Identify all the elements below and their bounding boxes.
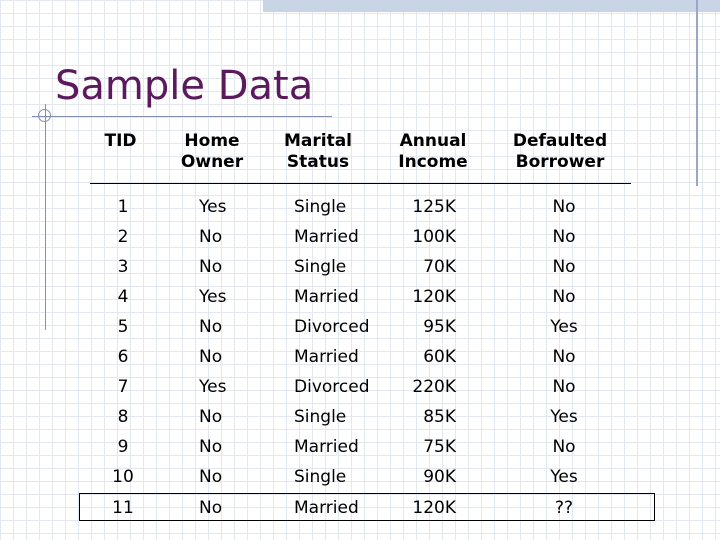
cell-tid: 5 <box>117 317 129 337</box>
cell-annual-income: 120K <box>412 287 456 307</box>
cell-marital-status: Married <box>294 287 359 307</box>
header-annual-income: Annual Income <box>393 131 473 173</box>
top-accent-band <box>263 0 720 12</box>
cell-annual-income: 120K <box>412 498 456 518</box>
query-row-outline <box>79 493 655 521</box>
header-home-owner-line2: Owner <box>180 152 244 172</box>
cell-tid: 11 <box>112 498 134 518</box>
cell-home-owner: No <box>199 407 223 427</box>
cell-home-owner: No <box>199 257 223 277</box>
cell-marital-status: Single <box>294 197 347 217</box>
cell-marital-status: Married <box>294 437 359 457</box>
header-divider <box>90 183 631 184</box>
cell-home-owner: No <box>199 437 223 457</box>
cell-marital-status: Single <box>294 467 347 487</box>
header-annual-income-line1: Annual <box>399 131 467 151</box>
cell-tid: 4 <box>117 287 129 307</box>
cell-defaulted-borrower: No <box>552 257 576 277</box>
slide-title: Sample Data <box>55 63 314 109</box>
cell-defaulted-borrower: No <box>552 377 576 397</box>
cell-home-owner: Yes <box>199 377 227 397</box>
cell-defaulted-borrower: Yes <box>550 467 578 487</box>
cell-annual-income: 85K <box>423 407 456 427</box>
cell-annual-income: 60K <box>423 347 456 367</box>
cell-annual-income: 75K <box>423 437 456 457</box>
cell-defaulted-borrower: Yes <box>550 317 578 337</box>
header-annual-income-line2: Income <box>398 152 468 172</box>
cell-tid: 1 <box>117 197 129 217</box>
cell-marital-status: Married <box>294 498 359 518</box>
cell-tid: 7 <box>117 377 129 397</box>
header-home-owner-line1: Home <box>184 131 240 151</box>
cell-home-owner: Yes <box>199 287 227 307</box>
cell-tid: 10 <box>112 467 134 487</box>
cell-marital-status: Single <box>294 257 347 277</box>
cell-marital-status: Divorced <box>294 377 370 397</box>
header-defaulted-borrower: Defaulted Borrower <box>510 131 610 173</box>
cell-home-owner: No <box>199 498 223 518</box>
crosshair-circle-icon <box>38 109 51 122</box>
cell-home-owner: Yes <box>199 197 227 217</box>
cell-annual-income: 125K <box>412 197 456 217</box>
header-defaulted-borrower-line1: Defaulted <box>512 131 608 151</box>
cell-marital-status: Married <box>294 227 359 247</box>
title-underline <box>32 116 332 117</box>
cell-home-owner: No <box>199 317 223 337</box>
cell-defaulted-borrower: No <box>552 227 576 247</box>
cell-annual-income: 220K <box>412 377 456 397</box>
header-home-owner: Home Owner <box>172 131 252 173</box>
cell-annual-income: 100K <box>412 227 456 247</box>
cell-marital-status: Married <box>294 347 359 367</box>
cell-tid: 8 <box>117 407 129 427</box>
cell-defaulted-borrower: ?? <box>554 498 574 518</box>
cell-annual-income: 70K <box>423 257 456 277</box>
header-tid-label: TID <box>104 131 137 151</box>
title-vertical-rule <box>45 104 46 330</box>
cell-tid: 2 <box>117 227 129 247</box>
cell-marital-status: Single <box>294 407 347 427</box>
header-marital-status-line1: Marital <box>283 131 353 151</box>
header-marital-status: Marital Status <box>278 131 358 173</box>
cell-home-owner: No <box>199 467 223 487</box>
cell-annual-income: 90K <box>423 467 456 487</box>
cell-defaulted-borrower: No <box>552 197 576 217</box>
cell-defaulted-borrower: No <box>552 287 576 307</box>
header-tid: TID <box>93 131 148 152</box>
cell-defaulted-borrower: No <box>552 437 576 457</box>
cell-home-owner: No <box>199 347 223 367</box>
cell-marital-status: Divorced <box>294 317 370 337</box>
header-defaulted-borrower-line2: Borrower <box>515 152 605 172</box>
header-marital-status-line2: Status <box>286 152 350 172</box>
cell-tid: 9 <box>117 437 129 457</box>
cell-annual-income: 95K <box>423 317 456 337</box>
right-accent-line <box>696 0 698 186</box>
cell-home-owner: No <box>199 227 223 247</box>
cell-defaulted-borrower: No <box>552 347 576 367</box>
cell-tid: 3 <box>117 257 129 277</box>
cell-defaulted-borrower: Yes <box>550 407 578 427</box>
cell-tid: 6 <box>117 347 129 367</box>
